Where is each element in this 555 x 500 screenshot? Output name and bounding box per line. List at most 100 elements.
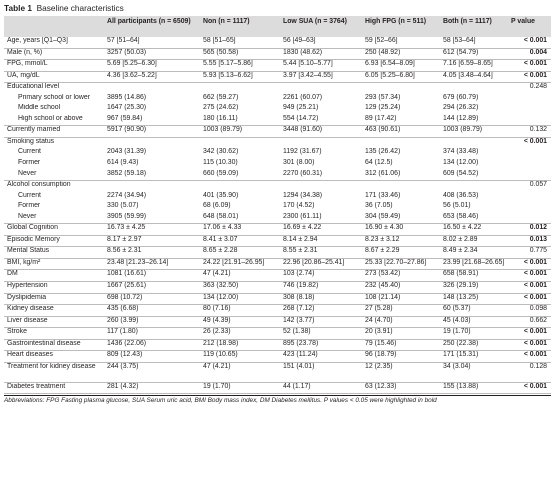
table-cell: 312 (61.06) (365, 169, 401, 177)
table-cell: 1081 (16.61) (107, 270, 147, 278)
table-cell: 20 (3.91) (365, 328, 393, 336)
row-label: Alcohol consumption (7, 181, 71, 189)
table-cell: 3905 (59.99) (107, 212, 147, 220)
table-cell: 363 (32.50) (203, 282, 239, 290)
p-value-cell: < 0.001 (523, 293, 547, 301)
table-cell (280, 181, 362, 192)
table-row: Age, years [Q1–Q3] 57 [51–64] 58 [51–65] 56… (4, 37, 551, 49)
table-cell (440, 181, 508, 192)
table-cell: 809 (12.43) (107, 351, 143, 359)
table-row: Male (n, %) 3257 (50.03) 565 (50.58) 1830 (… (4, 48, 551, 60)
table-row: Current 2274 (34.94) 401 (35.90) 1294 (34.3… (4, 192, 551, 203)
row-label: Male (n, %) (7, 48, 43, 56)
table-row: Primary school or lower 3895 (14.86) 662 (… (4, 94, 551, 105)
table-cell: 746 (19.82) (283, 282, 319, 290)
table-cell: 3895 (14.86) (107, 93, 147, 101)
header-low-sua: Low SUA (n = 3764) (283, 18, 347, 25)
p-value-cell (508, 202, 551, 213)
table-row: Episodic Memory 8.17 ± 2.97 8.41 ± 3.07 8.1… (4, 235, 551, 247)
table-cell: 554 (14.72) (283, 114, 319, 122)
table-cell: 63 (12.33) (365, 382, 397, 390)
table-cell: 134 (12.00) (443, 159, 479, 167)
table-row: Former 614 (9.43) 115 (10.30) 301 (8.00) 64 … (4, 159, 551, 170)
table-cell: 614 (9.43) (107, 159, 139, 167)
table-cell: 47 (4.21) (203, 270, 231, 278)
table-cell: 8.67 ± 2.29 (365, 247, 400, 255)
table-cell: 2300 (61.11) (283, 212, 322, 220)
table-cell: 24 (4.70) (365, 316, 393, 324)
table-cell: 16.90 ± 4.30 (365, 224, 404, 232)
table-row: Global Cognition 16.73 ± 4.25 17.06 ± 4.33… (4, 224, 551, 236)
row-label: Former (18, 202, 41, 210)
table-cell: 1192 (31.67) (283, 148, 322, 156)
table-cell: 170 (4.52) (283, 202, 315, 210)
table-cell: 1667 (25.61) (107, 282, 147, 290)
table-cell: 8.65 ± 2.28 (203, 247, 238, 255)
table-cell: 115 (10.30) (203, 159, 238, 167)
table-cell: 16.50 ± 4.22 (443, 224, 482, 232)
row-label: Never (18, 169, 37, 177)
p-value-cell (508, 148, 551, 159)
table-row: BMI, kg/m² 23.48 [21.23–26.14] 24.22 [21.9… (4, 258, 551, 270)
table-cell: 2270 (60.31) (283, 169, 323, 177)
table-cell: 660 (59.09) (203, 169, 239, 177)
table-cell (104, 83, 200, 94)
table-row: Alcohol consumption 0.057 (4, 181, 551, 192)
row-label: Diabetes treatment (7, 382, 66, 390)
row-label: Treatment for kidney disease (7, 362, 96, 370)
header-p-value: P value (511, 18, 536, 25)
table-cell: 4.05 [3.48–4.64] (443, 71, 493, 79)
table-cell: 79 (15.46) (365, 339, 397, 347)
table-cell: 330 (5.07) (107, 202, 139, 210)
table-cell: 408 (36.53) (443, 191, 479, 199)
table-cell: 895 (23.78) (283, 339, 319, 347)
table-cell: 134 (12.00) (203, 293, 239, 301)
table-cell: 8.02 ± 2.89 (443, 235, 478, 243)
table-cell: 8.55 ± 2.31 (283, 247, 318, 255)
row-label: High school or above (18, 114, 83, 122)
table-cell: 36 (7.05) (365, 202, 393, 210)
table-cell: 698 (10.72) (107, 293, 143, 301)
row-label: Gastrointestinal disease (7, 339, 81, 347)
table-cell (362, 83, 440, 94)
table-cell: 129 (25.24) (365, 104, 401, 112)
table-cell (104, 137, 200, 148)
header-variable (4, 16, 104, 37)
table-row: Diabetes treatment 281 (4.32) 19 (1.70) 44 … (4, 382, 551, 394)
table-cell: 12 (2.35) (365, 362, 393, 370)
table-cell: 2261 (60.07) (283, 93, 323, 101)
table-cell: 34 (3.04) (443, 362, 471, 370)
table-cell: 5.93 [5.13–6.62] (203, 71, 253, 79)
p-value-cell: < 0.001 (523, 137, 547, 145)
table-cell: 16.73 ± 4.25 (107, 224, 146, 232)
table-cell: 8.23 ± 3.12 (365, 235, 400, 243)
table-cell: 8.17 ± 2.97 (107, 235, 142, 243)
table-cell: 148 (13.25) (443, 293, 479, 301)
row-label: Heart diseases (7, 351, 53, 359)
header-high-fpg: High FPG (n = 511) (365, 18, 427, 25)
table-cell: 401 (35.90) (203, 191, 239, 199)
table-cell: 108 (21.14) (365, 293, 401, 301)
table-cell: 308 (8.18) (283, 293, 315, 301)
table-row: Gastrointestinal disease 1436 (22.06) 212 … (4, 339, 551, 351)
table-cell: 7.16 [6.59–8.65] (443, 60, 493, 68)
table-caption: Table 1 Baseline characteristics (4, 3, 551, 13)
p-value-cell: < 0.001 (523, 60, 547, 68)
baseline-table: All participants (n = 6509) Non (n = 111… (4, 16, 551, 394)
table-cell: 423 (11.24) (283, 351, 318, 359)
table-cell: 1436 (22.06) (107, 339, 147, 347)
table-row: Smoking status < 0.001 (4, 137, 551, 148)
p-value-cell: < 0.001 (523, 351, 547, 359)
header-non: Non (n = 1117) (203, 18, 250, 25)
p-value-cell: < 0.001 (523, 270, 547, 278)
row-label: Dyslipidemia (7, 293, 47, 301)
table-row: Kidney disease 435 (6.68) 80 (7.16) 268 (7.… (4, 305, 551, 317)
p-value-cell (508, 170, 551, 181)
table-cell (280, 83, 362, 94)
table-cell: 260 (3.99) (107, 316, 139, 324)
row-label: Liver disease (7, 316, 48, 324)
table-cell: 8.41 ± 3.07 (203, 235, 238, 243)
table-cell: 103 (2.74) (283, 270, 315, 278)
p-value-cell (508, 159, 551, 170)
table-cell: 58 [51–65] (203, 37, 236, 44)
